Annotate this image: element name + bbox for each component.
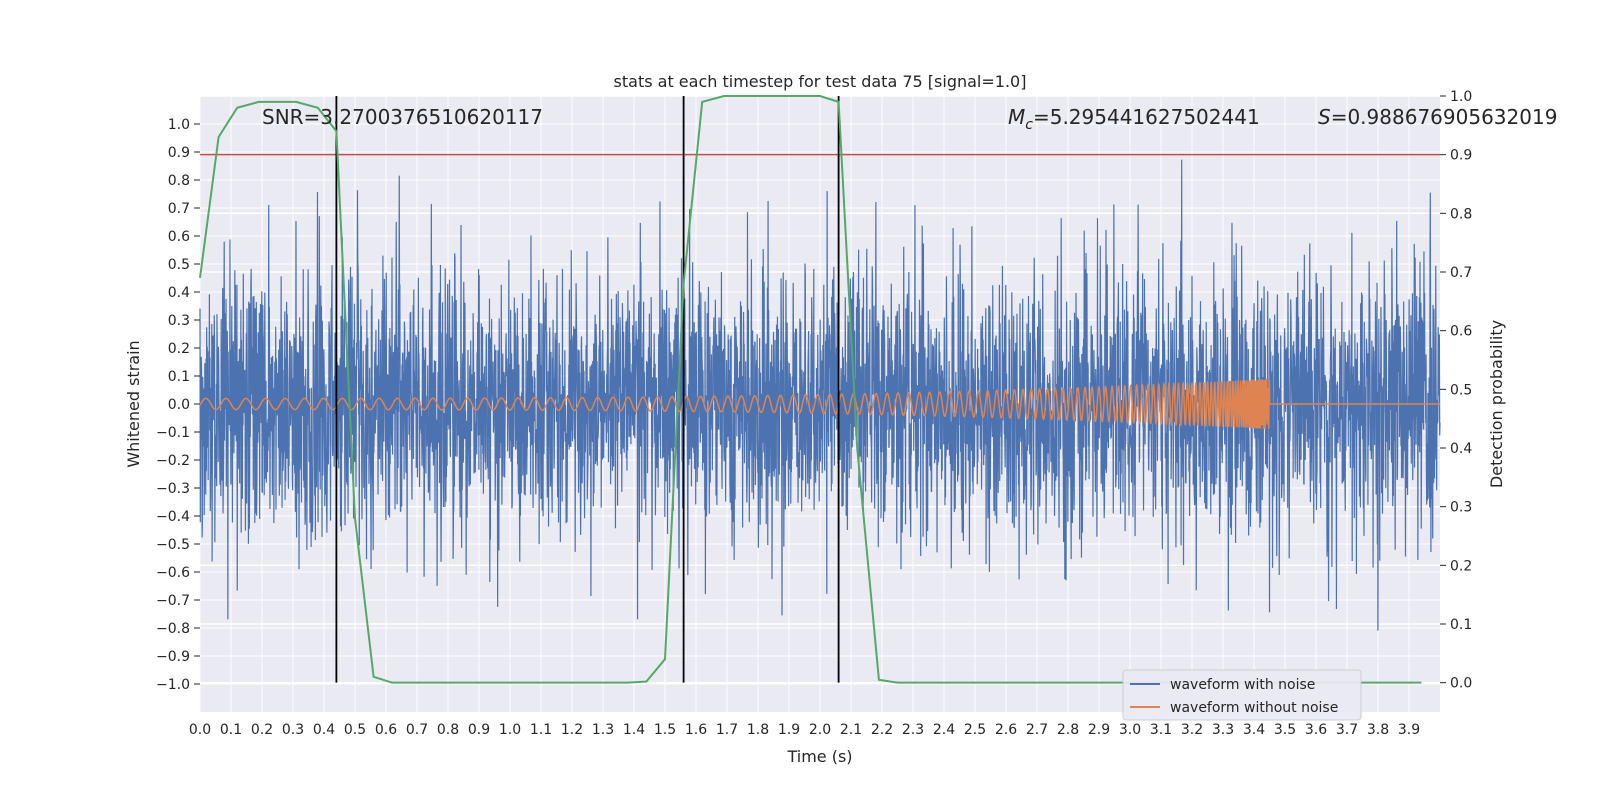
y2-tick-label: 1.0	[1450, 89, 1472, 105]
x-tick-label: 0.4	[313, 722, 335, 738]
y-tick-label: −0.8	[156, 621, 190, 637]
y2-tick-label: 0.1	[1450, 617, 1472, 633]
y-tick-label: 0.0	[168, 397, 190, 413]
y2-tick-label: 0.3	[1450, 500, 1472, 516]
x-tick-label: 2.4	[933, 722, 955, 738]
x-tick-label: 2.5	[964, 722, 986, 738]
s-annotation: S=0.9886769056320​19	[1318, 105, 1557, 129]
y-axis-label: Whitened strain	[124, 340, 143, 467]
y-tick-label: −0.3	[156, 481, 190, 497]
x-tick-label: 2.1	[840, 722, 862, 738]
x-axis-label: Time (s)	[786, 747, 852, 766]
y2-tick-label: 0.9	[1450, 148, 1472, 164]
x-tick-label: 3.9	[1398, 722, 1420, 738]
x-tick-label: 3.8	[1367, 722, 1389, 738]
y-axis-ticks: 1.0 0.9 0.8 0.7 0.6 0.5 0.4 0.3 0.2 0.1 0.0 −0.1 −0.…	[156, 117, 200, 693]
y2-tick-label: 0.8	[1450, 206, 1472, 222]
y-tick-label: −0.2	[156, 453, 190, 469]
x-tick-label: 0.9	[468, 722, 490, 738]
x-tick-label: 1.9	[778, 722, 800, 738]
y-tick-label: −0.6	[156, 565, 190, 581]
x-tick-label: 1.8	[747, 722, 769, 738]
x-tick-label: 0.5	[344, 722, 366, 738]
signal-waveform	[199, 378, 1440, 429]
y2-axis-label: Detection probability	[1487, 320, 1506, 488]
x-tick-label: 0.0	[189, 722, 211, 738]
y-tick-label: 0.2	[168, 341, 190, 357]
y2-tick-label: 0.4	[1450, 441, 1472, 457]
y2-tick-label: 0.2	[1450, 558, 1472, 574]
y-tick-label: −0.4	[156, 509, 190, 525]
x-tick-label: 0.6	[375, 722, 397, 738]
y-tick-label: −1.0	[156, 677, 190, 693]
x-tick-label: 1.0	[499, 722, 521, 738]
snr-annotation: SNR=3.2700376510620117	[262, 105, 543, 129]
y-tick-label: 0.1	[168, 369, 190, 385]
y-tick-label: 0.3	[168, 313, 190, 329]
x-tick-label: 0.1	[220, 722, 242, 738]
x-tick-label: 3.1	[1150, 722, 1172, 738]
x-tick-label: 3.4	[1243, 722, 1265, 738]
x-tick-label: 3.0	[1119, 722, 1141, 738]
x-tick-label: 1.6	[685, 722, 707, 738]
legend-signal-label: waveform without noise	[1170, 700, 1338, 716]
x-tick-label: 1.4	[623, 722, 645, 738]
x-tick-label: 3.5	[1274, 722, 1296, 738]
x-tick-label: 1.5	[654, 722, 676, 738]
y-tick-label: 0.4	[168, 285, 190, 301]
y2-tick-label: 0.6	[1450, 324, 1472, 340]
y-tick-label: 0.6	[168, 229, 190, 245]
x-tick-label: 1.3	[592, 722, 614, 738]
x-tick-label: 2.8	[1057, 722, 1079, 738]
x-tick-label: 3.2	[1181, 722, 1203, 738]
legend: waveform with noise waveform without noi…	[1122, 669, 1362, 721]
x-tick-label: 0.8	[437, 722, 459, 738]
x-tick-label: 1.2	[561, 722, 583, 738]
legend-box	[1122, 669, 1362, 721]
detection-markers	[335, 96, 840, 683]
x-axis-ticks: 0.0 0.1 0.2 0.3 0.4 0.5 0.6 0.7 0.8 0.9 1.0 1.1 1.2 1…	[189, 722, 1420, 738]
y-tick-label: 0.5	[168, 257, 190, 273]
x-tick-label: 2.7	[1026, 722, 1048, 738]
y2-tick-label: 0.0	[1450, 676, 1472, 692]
y-tick-label: 0.8	[168, 173, 190, 189]
y-tick-label: −0.1	[156, 425, 190, 441]
x-tick-label: 1.1	[530, 722, 552, 738]
y-tick-label: −0.5	[156, 537, 190, 553]
y-tick-label: 0.9	[168, 145, 190, 161]
x-tick-label: 2.0	[809, 722, 831, 738]
x-tick-label: 0.2	[251, 722, 273, 738]
y-tick-label: 0.7	[168, 201, 190, 217]
x-tick-label: 2.9	[1088, 722, 1110, 738]
y2-axis-ticks: 1.0 0.9 0.8 0.7 0.6 0.5 0.4 0.3 0.2 0.1 0.0	[1440, 89, 1472, 692]
signal-waveform-line	[199, 378, 1440, 429]
y-tick-label: −0.7	[156, 593, 190, 609]
x-tick-label: 3.6	[1305, 722, 1327, 738]
x-tick-label: 3.7	[1336, 722, 1358, 738]
y-tick-label: −0.9	[156, 649, 190, 665]
legend-noise-label: waveform with noise	[1170, 677, 1315, 693]
y2-tick-label: 0.7	[1450, 265, 1472, 281]
x-tick-label: 1.7	[716, 722, 738, 738]
x-tick-label: 2.2	[871, 722, 893, 738]
x-tick-label: 2.3	[902, 722, 924, 738]
y-tick-label: 1.0	[168, 117, 190, 133]
x-tick-label: 0.7	[406, 722, 428, 738]
x-tick-label: 0.3	[282, 722, 304, 738]
chart-title: stats at each timestep for test data 75 …	[614, 72, 1027, 91]
x-tick-label: 3.3	[1212, 722, 1234, 738]
y2-tick-label: 0.5	[1450, 382, 1472, 398]
x-tick-label: 2.6	[995, 722, 1017, 738]
chirp-mass-annotation: Mc=5.295441627502441	[1008, 105, 1260, 133]
